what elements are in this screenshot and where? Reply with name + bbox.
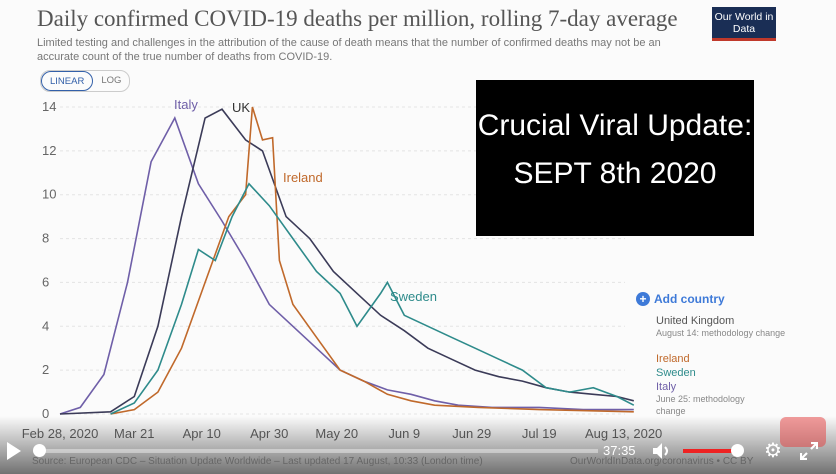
legend-sweden[interactable]: Sweden <box>656 367 696 379</box>
series-label: Sweden <box>390 289 437 304</box>
legend-italy[interactable]: Italy June 25: methodology change <box>656 381 774 417</box>
y-tick-label: 2 <box>42 362 49 377</box>
legend-note: August 14: methodology change <box>656 328 786 338</box>
controls-gradient <box>0 416 836 474</box>
fullscreen-icon[interactable] <box>800 442 818 460</box>
owid-logo: Our World in Data <box>712 7 776 41</box>
y-tick-label: 12 <box>42 143 56 158</box>
legend-ireland[interactable]: Ireland <box>656 353 690 365</box>
overlay-line-1: Crucial Viral Update: <box>477 109 753 142</box>
legend-label: Italy <box>656 381 677 393</box>
plus-icon: + <box>636 292 650 306</box>
volume-thumb[interactable] <box>731 444 744 457</box>
seek-bar[interactable] <box>40 449 598 453</box>
series-label: UK <box>232 100 250 115</box>
chart-title: Daily confirmed COVID-19 deaths per mill… <box>37 6 678 31</box>
series-label: Italy <box>174 97 198 112</box>
youtube-logo-button[interactable] <box>780 417 826 447</box>
log-button[interactable]: LOG <box>101 75 122 86</box>
play-icon[interactable] <box>6 441 22 461</box>
overlay-line-2: SEPT 8th 2020 <box>513 157 717 190</box>
y-tick-label: 0 <box>42 406 49 421</box>
y-tick-label: 10 <box>42 187 56 202</box>
series-label: Ireland <box>283 170 323 185</box>
scale-toggle: LINEAR LOG <box>40 70 131 92</box>
volume-slider[interactable] <box>683 449 743 453</box>
y-tick-label: 6 <box>42 274 49 289</box>
y-tick-label: 8 <box>42 231 49 246</box>
legend-note: June 25: methodology change <box>656 394 745 416</box>
linear-button[interactable]: LINEAR <box>41 71 94 91</box>
series-line-italy <box>59 116 634 415</box>
y-tick-label: 4 <box>42 318 49 333</box>
video-overlay-banner: Crucial Viral Update: SEPT 8th 2020 <box>476 80 754 236</box>
series-line-sweden <box>110 182 635 415</box>
seek-thumb[interactable] <box>33 444 46 457</box>
source-url: OurWorldInData.org/coronavirus • CC BY <box>570 456 754 467</box>
volume-icon[interactable] <box>652 442 672 460</box>
legend-uk[interactable]: United Kingdom August 14: methodology cha… <box>656 315 785 339</box>
time-display: 37:35 <box>603 443 636 458</box>
series-line-ireland <box>110 106 634 415</box>
add-country-label: Add country <box>654 292 725 306</box>
chart-subtitle: Limited testing and challenges in the at… <box>37 37 661 63</box>
volume-fill <box>683 449 737 453</box>
source-note: Source: European CDC – Situation Update … <box>32 456 483 467</box>
legend-label: United Kingdom <box>656 315 735 327</box>
settings-gear-icon[interactable]: ⚙ <box>764 440 782 462</box>
y-tick-label: 14 <box>42 99 56 114</box>
add-country-button[interactable]: + Add country <box>636 292 725 306</box>
